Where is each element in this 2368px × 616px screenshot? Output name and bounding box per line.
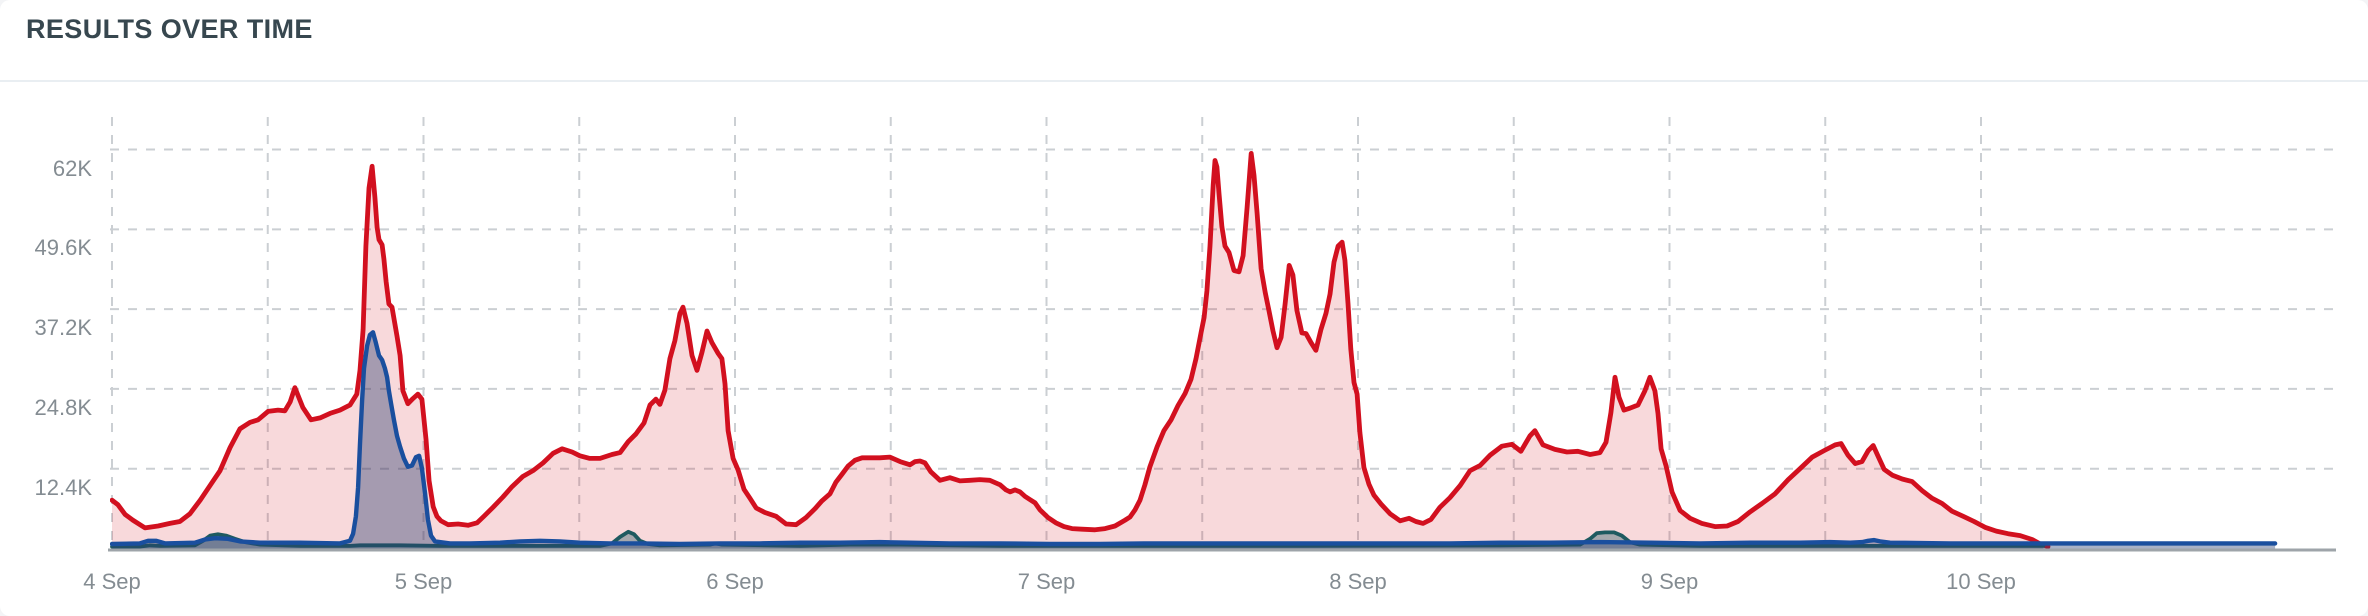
y-axis-tick-label: 24.8K	[34, 394, 93, 420]
series-area-red	[112, 153, 2048, 549]
widget-header: RESULTS OVER TIME	[0, 0, 2368, 80]
y-axis-tick-label: 62K	[52, 155, 92, 181]
x-axis-tick-label: 5 Sep	[394, 569, 453, 594]
y-axis-tick-label: 37.2K	[34, 315, 93, 341]
x-axis-tick-label: 9 Sep	[1640, 569, 1699, 594]
results-over-time-chart: 12.4K 24.8K 37.2K 49.6K 62K 4 Sep 5 Sep 6 Sep 7 …	[0, 82, 2368, 616]
series-group	[110, 151, 2278, 549]
series-line-red	[110, 151, 2051, 549]
series-line-blue	[110, 330, 2278, 547]
y-axis-tick-label: 12.4K	[34, 474, 93, 500]
x-axis-tick-label: 6 Sep	[706, 569, 764, 594]
x-axis-tick-label: 10 Sep	[1946, 569, 2016, 594]
header-divider	[0, 80, 2368, 82]
horizontal-gridlines	[110, 148, 2335, 470]
page-title: RESULTS OVER TIME	[26, 14, 313, 44]
x-axis-tick-label: 7 Sep	[1017, 569, 1076, 594]
x-axis-tick-label: 4 Sep	[83, 569, 141, 594]
x-axis-tick-label: 8 Sep	[1329, 569, 1387, 594]
y-axis-tick-label: 49.6K	[34, 235, 93, 261]
